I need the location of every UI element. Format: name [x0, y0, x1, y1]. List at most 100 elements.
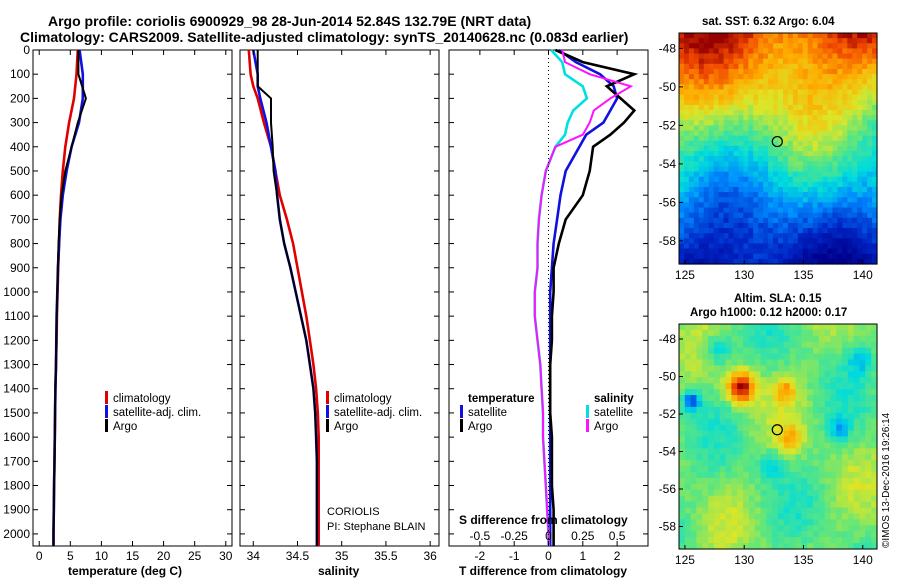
heatmap-cell — [801, 448, 808, 455]
heatmap-cell — [832, 89, 838, 96]
sla-heatmap — [679, 324, 878, 550]
heatmap-cell — [713, 389, 721, 396]
heatmap-cell — [766, 436, 773, 444]
heatmap-cell — [728, 120, 735, 126]
heatmap-cell — [679, 217, 685, 224]
heatmap-cell — [832, 243, 838, 250]
heatmap-cell — [842, 140, 848, 147]
heatmap-cell — [852, 258, 858, 265]
heatmap-cell — [737, 483, 744, 491]
heatmap-cell — [743, 140, 749, 147]
heatmap-cell — [702, 341, 709, 349]
heatmap-cell — [738, 58, 744, 65]
heatmap-cell — [708, 166, 715, 173]
heatmap-cell — [857, 248, 863, 255]
heatmap-cell — [817, 68, 824, 75]
heatmap-cell — [679, 202, 685, 209]
heatmap-cell — [789, 466, 797, 473]
heatmap-cell — [847, 507, 855, 515]
heatmap-cell — [812, 335, 820, 343]
heatmap-cell — [842, 341, 849, 349]
heatmap-cell — [708, 151, 715, 157]
depth-tick-label: 200 — [10, 91, 30, 105]
heatmap-cell — [857, 63, 863, 70]
heatmap-cell — [778, 359, 785, 367]
heatmap-cell — [822, 135, 829, 142]
heatmap-cell — [733, 233, 739, 239]
heatmap-cell — [768, 238, 774, 245]
heatmap-cell — [812, 192, 819, 198]
heatmap-cell — [865, 418, 872, 426]
heatmap-cell — [832, 74, 838, 80]
heatmap-cell — [731, 389, 738, 396]
heatmap-cell — [847, 353, 855, 361]
heatmap-cell — [789, 472, 797, 479]
heatmap-cell — [836, 483, 843, 491]
heatmap-cell — [778, 253, 784, 260]
heatmap-cell — [723, 33, 730, 39]
heatmap-cell — [859, 359, 866, 367]
heatmap-cell — [817, 79, 824, 85]
heatmap-cell — [857, 222, 863, 229]
heatmap-cell — [797, 99, 804, 106]
heatmap-cell — [684, 341, 692, 349]
heatmap-cell — [753, 217, 759, 224]
heatmap-cell — [807, 377, 814, 384]
heatmap-cell — [763, 202, 769, 209]
heatmap-cell — [832, 145, 838, 152]
heatmap-cell — [782, 94, 789, 101]
heatmap-cell — [718, 145, 725, 152]
heatmap-cell — [708, 377, 715, 384]
heatmap-cell — [768, 110, 774, 116]
heatmap-cell — [703, 171, 710, 178]
heatmap-cell — [690, 324, 698, 331]
depth-tick-label: 1600 — [3, 430, 30, 444]
heatmap-cell — [871, 389, 878, 396]
heatmap-cell — [802, 166, 809, 173]
heatmap-cell — [802, 248, 809, 255]
heatmap-cell — [795, 519, 802, 526]
heatmap-cell — [758, 217, 764, 224]
heatmap-cell — [728, 58, 735, 65]
heatmap-cell — [847, 406, 855, 414]
heatmap-cell — [718, 151, 725, 157]
s-tick-label: -0.25 — [501, 529, 529, 543]
heatmap-cell — [683, 187, 690, 193]
heatmap-cell — [725, 477, 733, 485]
heatmap-cell — [683, 233, 690, 239]
heatmap-cell — [812, 74, 819, 80]
temperature-panel: 0100200300400500600700800900100011001200… — [3, 43, 232, 578]
heatmap-cell — [698, 238, 705, 245]
heatmap-cell — [703, 135, 710, 142]
heatmap-cell — [719, 448, 727, 455]
heatmap-cell — [753, 140, 759, 147]
heatmap-cell — [842, 197, 848, 203]
heatmap-cell — [702, 389, 709, 396]
heatmap-cell — [696, 448, 703, 455]
map-x-tick-label: 140 — [853, 553, 873, 567]
heatmap-cell — [842, 430, 849, 438]
heatmap-cell — [763, 53, 769, 60]
heatmap-cell — [837, 48, 843, 55]
heatmap-cell — [748, 406, 756, 414]
heatmap-cell — [760, 477, 767, 485]
heatmap-cell — [748, 442, 756, 449]
heatmap-cell — [728, 176, 735, 183]
heatmap-cell — [738, 233, 744, 239]
heatmap-cell — [738, 161, 744, 168]
heatmap-cell — [778, 207, 784, 214]
heatmap-cell — [842, 243, 848, 250]
heatmap-cell — [778, 33, 784, 39]
heatmap-cell — [713, 442, 721, 449]
heatmap-cell — [842, 489, 849, 497]
heatmap-cell — [817, 74, 824, 80]
heatmap-cell — [842, 543, 849, 550]
heatmap-cell — [728, 43, 735, 49]
heatmap-cell — [797, 130, 804, 137]
heatmap-cell — [758, 99, 764, 106]
heatmap-cell — [679, 359, 686, 367]
heatmap-cell — [683, 166, 690, 173]
heatmap-cell — [807, 243, 814, 250]
heatmap-cell — [783, 513, 791, 520]
